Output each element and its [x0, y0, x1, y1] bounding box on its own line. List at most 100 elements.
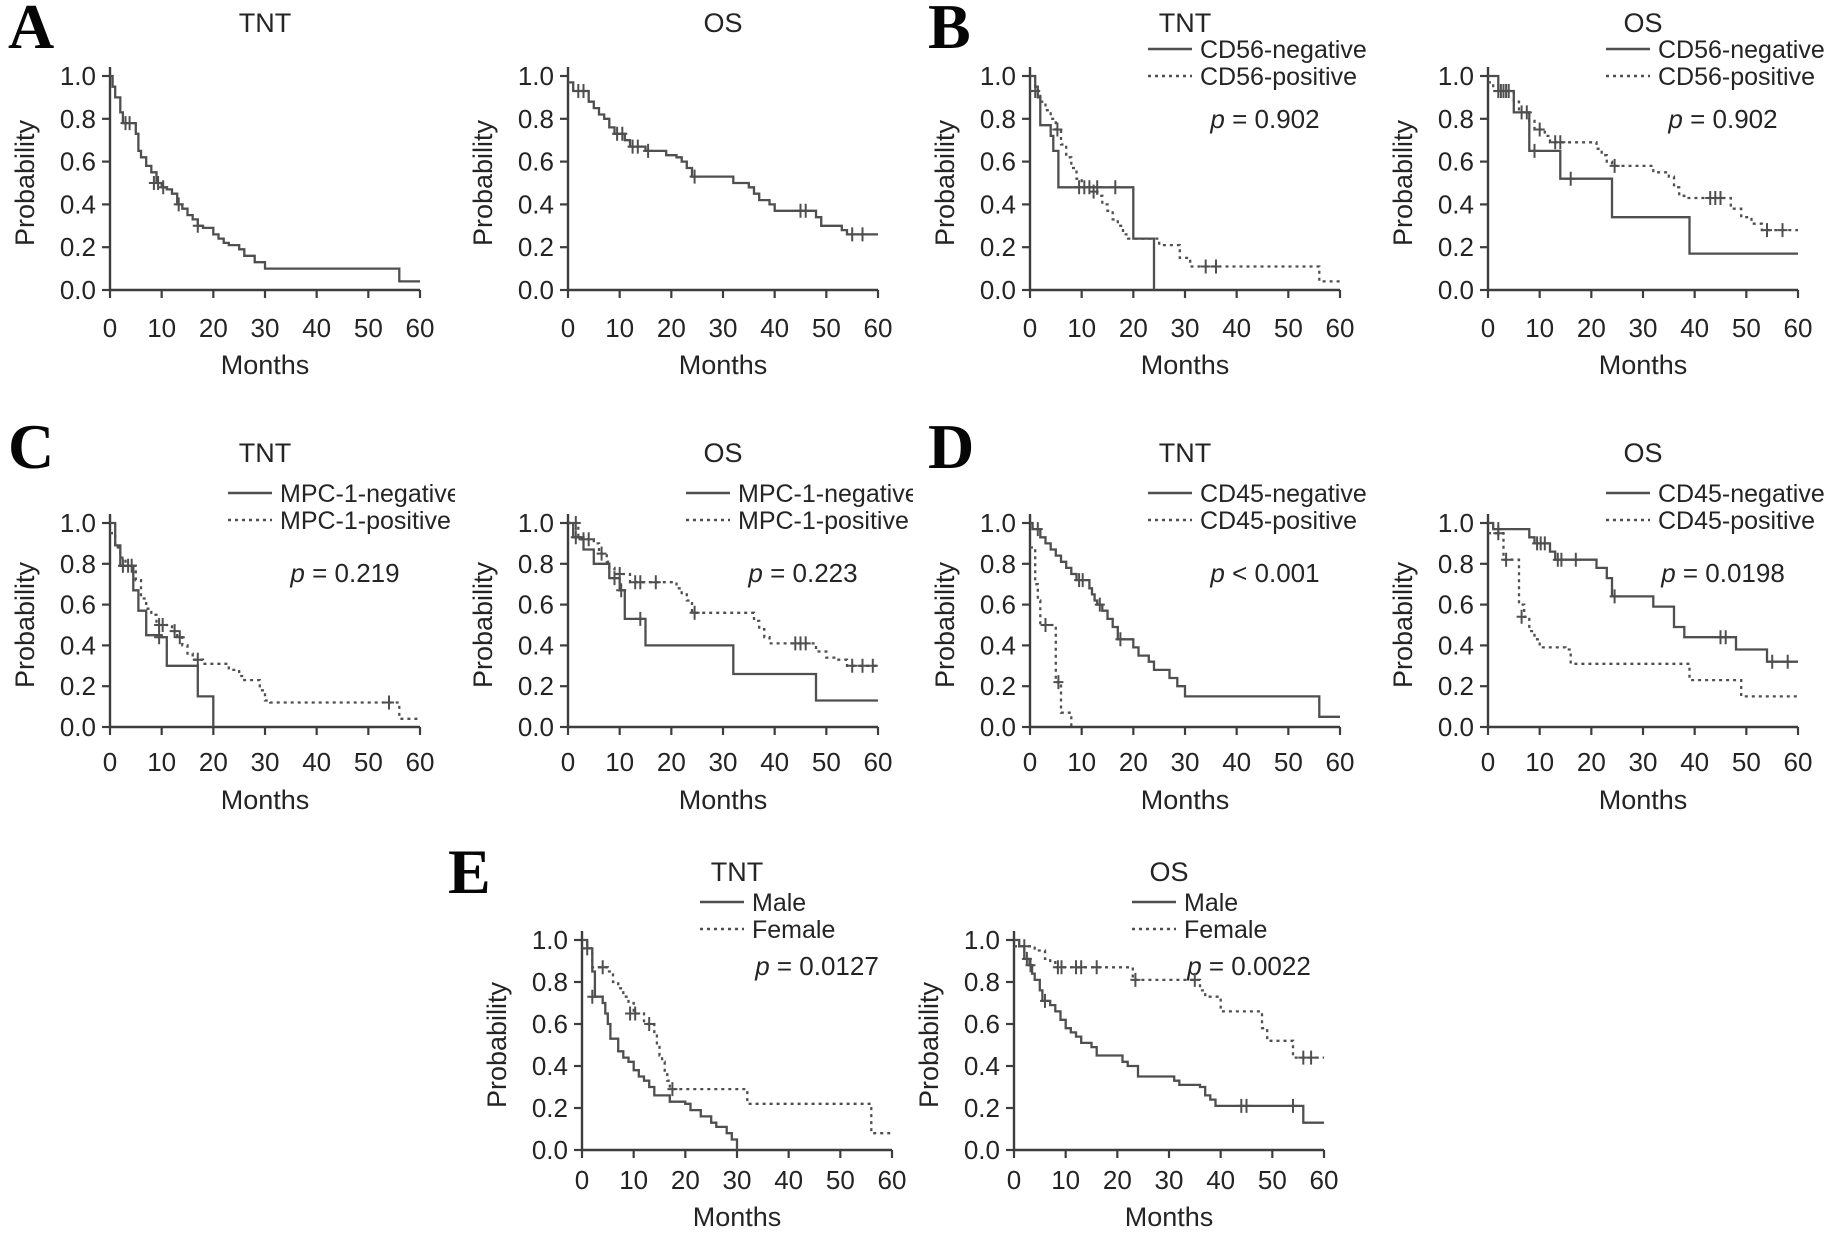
y-tick-label: 0.0 — [1438, 712, 1474, 742]
x-tick-label: 20 — [1577, 313, 1606, 343]
y-tick-label: 0.6 — [1438, 147, 1474, 177]
x-tick-label: 60 — [1326, 747, 1355, 777]
survival-curve-Female — [1014, 945, 1324, 1059]
x-tick-label: 60 — [406, 313, 435, 343]
x-tick-label: 30 — [1171, 313, 1200, 343]
y-axis-label: Probability — [10, 119, 40, 246]
survival-curve-Male — [1014, 938, 1324, 1124]
x-tick-label: 50 — [354, 747, 383, 777]
censor-marks-Female — [582, 941, 678, 1097]
y-tick-label: 0.8 — [60, 104, 96, 134]
x-tick-label: 30 — [709, 747, 738, 777]
panel-C-plots: TNT 0.0 0.2 0.4 0.6 0.8 1.0 0 10 20 30 40 50 60 Months… — [0, 420, 913, 822]
legend-label: CD45-negative — [1200, 480, 1367, 508]
x-tick-label: 40 — [1206, 1165, 1235, 1195]
censor-marks — [573, 84, 868, 242]
x-tick-label: 10 — [1067, 313, 1096, 343]
p-value: p = 0.219 — [289, 558, 399, 588]
x-tick-label: 50 — [1274, 313, 1303, 343]
y-tick-label: 0.0 — [60, 712, 96, 742]
p-value: p = 0.223 — [747, 558, 857, 588]
x-axis-label: Months — [679, 785, 768, 815]
legend-label: CD45-positive — [1658, 507, 1815, 535]
x-tick-label: 0 — [575, 1165, 589, 1195]
censor-marks-MPC-1-negative — [117, 558, 165, 645]
survival-curve-CD45-negative — [1030, 521, 1340, 718]
y-tick-label: 0.6 — [964, 1009, 1000, 1039]
km-plot-A-TNT: TNT 0.0 0.2 0.4 0.6 0.8 1.0 0 10 20 30 40 50 60 Months… — [10, 8, 435, 380]
legend-label: CD45-positive — [1200, 507, 1357, 535]
legend-label: MPC-1-negative — [280, 480, 455, 508]
y-axis-label: Probability — [10, 561, 40, 688]
panel-label-E: E — [448, 836, 491, 907]
p-value: p = 0.902 — [1209, 104, 1319, 134]
y-tick-label: 0.0 — [532, 1135, 568, 1165]
y-tick-label: 0.0 — [518, 712, 554, 742]
x-tick-label: 10 — [619, 1165, 648, 1195]
legend-label: CD56-negative — [1658, 36, 1825, 64]
panel-E: E TNT 0.0 0.2 0.4 0.6 0.8 1.0 0 10 20 30 40 50 60 Mont… — [440, 836, 1436, 1244]
x-tick-label: 60 — [1326, 313, 1355, 343]
censor-marks-CD45-negative — [1032, 522, 1126, 647]
y-tick-label: 0.8 — [532, 967, 568, 997]
censor-marks-CD56-positive — [1030, 84, 1221, 274]
km-plot-E-OS: OS 0.0 0.2 0.4 0.6 0.8 1.0 0 10 20 30 40 50 60 Months P… — [914, 857, 1338, 1232]
y-axis-label: Probability — [1388, 561, 1418, 688]
y-tick-label: 0.8 — [1438, 104, 1474, 134]
y-tick-label: 1.0 — [518, 508, 554, 538]
x-tick-label: 30 — [1171, 747, 1200, 777]
y-tick-label: 0.6 — [60, 590, 96, 620]
y-tick-label: 0.8 — [60, 549, 96, 579]
panel-B: B TNT 0.0 0.2 0.4 0.6 0.8 1.0 0 10 20 30 40 50 60 Mont… — [920, 0, 1836, 400]
x-axis-label: Months — [1141, 350, 1230, 380]
p-value: p = 0.902 — [1667, 104, 1777, 134]
plot-title: TNT — [1159, 8, 1211, 38]
y-tick-label: 0.0 — [980, 275, 1016, 305]
y-tick-label: 0.0 — [980, 712, 1016, 742]
y-axis-label: Probability — [930, 119, 960, 246]
x-tick-label: 0 — [103, 313, 117, 343]
legend-label: Male — [752, 889, 806, 917]
censor-marks-CD56-negative — [1495, 84, 1576, 186]
km-plot-A-OS: OS 0.0 0.2 0.4 0.6 0.8 1.0 0 10 20 30 40 50 60 Months P… — [468, 8, 893, 380]
axes — [566, 514, 878, 729]
x-tick-label: 0 — [1007, 1165, 1021, 1195]
p-value: p = 0.0198 — [1660, 558, 1785, 588]
x-tick-label: 20 — [1119, 747, 1148, 777]
x-tick-label: 40 — [760, 313, 789, 343]
x-tick-label: 50 — [826, 1165, 855, 1195]
x-tick-label: 10 — [1525, 313, 1554, 343]
y-tick-label: 0.4 — [60, 189, 96, 219]
y-axis-label: Probability — [930, 561, 960, 688]
y-tick-label: 0.4 — [60, 630, 96, 660]
panel-C: C TNT 0.0 0.2 0.4 0.6 0.8 1.0 0 10 20 30 40 50 60 Mont… — [0, 411, 913, 822]
x-axis-label: Months — [1599, 785, 1688, 815]
x-tick-label: 60 — [864, 313, 893, 343]
censor-marks-Male — [587, 989, 598, 1004]
survival-curve-CD45-positive — [1030, 546, 1073, 727]
legend-label: Female — [752, 916, 835, 944]
y-tick-label: 0.8 — [980, 549, 1016, 579]
y-tick-label: 0.2 — [518, 232, 554, 262]
y-tick-label: 0.2 — [980, 671, 1016, 701]
censor-marks — [120, 116, 203, 233]
x-tick-label: 20 — [657, 313, 686, 343]
y-tick-label: 0.6 — [532, 1009, 568, 1039]
panel-D-plots: TNT 0.0 0.2 0.4 0.6 0.8 1.0 0 10 20 30 40 50 60 Months… — [920, 420, 1836, 822]
survival-curve-MPC-1-negative — [568, 521, 878, 702]
x-tick-label: 10 — [1067, 747, 1096, 777]
plot-title: OS — [703, 438, 742, 468]
y-tick-label: 0.4 — [980, 189, 1016, 219]
y-tick-label: 0.4 — [518, 630, 554, 660]
x-tick-label: 0 — [1023, 313, 1037, 343]
x-tick-label: 40 — [760, 747, 789, 777]
legend-label: Female — [1184, 916, 1267, 944]
y-axis-label: Probability — [468, 119, 498, 246]
x-tick-label: 50 — [1732, 313, 1761, 343]
panel-B-plots: TNT 0.0 0.2 0.4 0.6 0.8 1.0 0 10 20 30 40 50 60 Months… — [920, 0, 1836, 400]
x-tick-label: 10 — [605, 747, 634, 777]
censor-marks-Female — [1019, 939, 1317, 1065]
panel-A: A TNT 0.0 0.2 0.4 0.6 0.8 1.0 0 10 20 30 40 50 60 Mont… — [0, 0, 912, 400]
survival-curve-CD45-positive — [1488, 532, 1798, 698]
